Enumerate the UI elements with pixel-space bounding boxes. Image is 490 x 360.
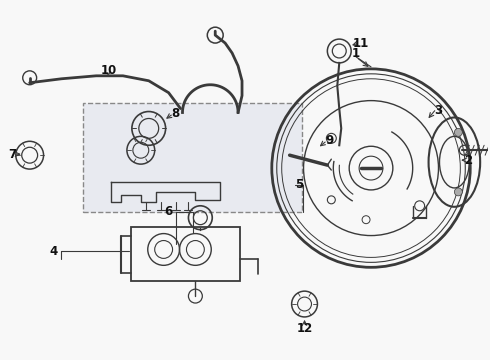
Text: 11: 11: [353, 37, 369, 50]
Text: 4: 4: [49, 245, 58, 258]
Bar: [83, 103, 301, 212]
Text: 6: 6: [165, 205, 172, 218]
Text: 2: 2: [464, 154, 472, 167]
Text: 12: 12: [296, 322, 313, 336]
Text: 7: 7: [8, 148, 16, 161]
Circle shape: [454, 129, 462, 136]
Text: 10: 10: [101, 64, 117, 77]
Text: 3: 3: [435, 104, 442, 117]
Text: 9: 9: [325, 134, 334, 147]
Text: 1: 1: [352, 48, 360, 60]
Bar: [131, 227, 240, 281]
Circle shape: [454, 188, 462, 196]
Text: 8: 8: [172, 107, 180, 120]
Text: 5: 5: [295, 179, 304, 192]
